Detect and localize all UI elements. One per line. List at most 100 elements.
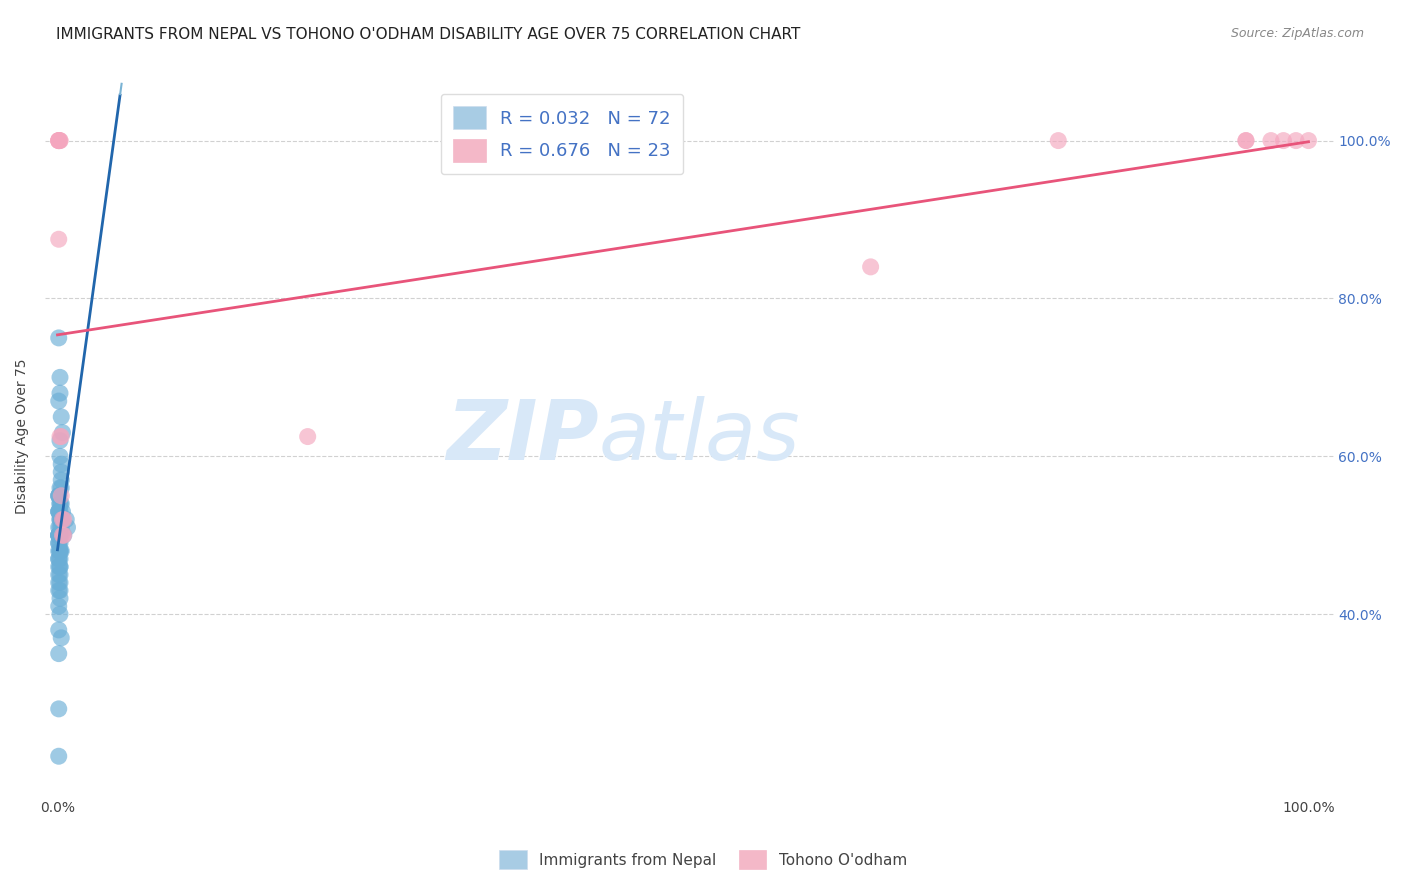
Text: IMMIGRANTS FROM NEPAL VS TOHONO O'ODHAM DISABILITY AGE OVER 75 CORRELATION CHART: IMMIGRANTS FROM NEPAL VS TOHONO O'ODHAM … [56, 27, 800, 42]
Point [48, 134, 70, 148]
Point [49, 386, 72, 401]
Point [51, 504, 73, 518]
Point [49, 544, 72, 558]
Point [49, 434, 72, 448]
Point [1234, 134, 1257, 148]
Point [48, 134, 70, 148]
Point [55, 512, 77, 526]
Point [49, 512, 72, 526]
Point [48, 702, 70, 716]
Point [1272, 134, 1295, 148]
Point [859, 260, 882, 274]
Point [48, 134, 70, 148]
Point [48, 623, 70, 637]
Point [49, 450, 72, 464]
Point [1298, 134, 1320, 148]
Point [52, 528, 75, 542]
Point [52, 528, 75, 542]
Point [49, 544, 72, 558]
Point [48, 567, 70, 582]
Point [49, 134, 72, 148]
Text: ZIP: ZIP [447, 396, 599, 477]
Point [48, 394, 70, 409]
Point [49, 591, 72, 606]
Point [51, 457, 73, 471]
Point [49, 520, 72, 534]
Text: Source: ZipAtlas.com: Source: ZipAtlas.com [1230, 27, 1364, 40]
Point [49, 504, 72, 518]
Point [48, 489, 70, 503]
Point [48, 599, 70, 614]
Point [48, 504, 70, 518]
Point [49, 583, 72, 598]
Point [49, 536, 72, 550]
Point [51, 512, 73, 526]
Point [49, 528, 72, 542]
Point [49, 512, 72, 526]
Point [49, 567, 72, 582]
Point [49, 134, 72, 148]
Point [1234, 134, 1257, 148]
Point [51, 528, 73, 542]
Y-axis label: Disability Age Over 75: Disability Age Over 75 [15, 359, 30, 515]
Point [49, 497, 72, 511]
Point [49, 559, 72, 574]
Point [49, 552, 72, 566]
Point [51, 512, 73, 526]
Point [51, 473, 73, 487]
Point [51, 481, 73, 495]
Point [48, 583, 70, 598]
Point [51, 425, 73, 440]
Point [48, 134, 70, 148]
Point [51, 512, 73, 526]
Point [49, 575, 72, 590]
Point [48, 504, 70, 518]
Point [48, 489, 70, 503]
Point [49, 429, 72, 443]
Point [49, 370, 72, 384]
Point [48, 575, 70, 590]
Point [48, 552, 70, 566]
Point [48, 232, 70, 246]
Point [48, 559, 70, 574]
Point [49, 481, 72, 495]
Point [48, 536, 70, 550]
Point [51, 512, 73, 526]
Point [48, 544, 70, 558]
Point [49, 497, 72, 511]
Point [51, 429, 73, 443]
Point [1047, 134, 1070, 148]
Legend: Immigrants from Nepal, Tohono O'odham: Immigrants from Nepal, Tohono O'odham [494, 844, 912, 875]
Point [1260, 134, 1282, 148]
Text: atlas: atlas [599, 396, 800, 477]
Point [48, 520, 70, 534]
Point [48, 528, 70, 542]
Point [51, 465, 73, 479]
Point [48, 504, 70, 518]
Point [49, 544, 72, 558]
Point [48, 331, 70, 345]
Point [48, 647, 70, 661]
Point [48, 552, 70, 566]
Point [49, 528, 72, 542]
Point [51, 520, 73, 534]
Point [48, 528, 70, 542]
Point [49, 607, 72, 622]
Point [56, 520, 79, 534]
Point [48, 528, 70, 542]
Point [51, 512, 73, 526]
Legend: R = 0.032   N = 72, R = 0.676   N = 23: R = 0.032 N = 72, R = 0.676 N = 23 [440, 94, 683, 174]
Point [48, 489, 70, 503]
Point [52, 512, 75, 526]
Point [51, 528, 73, 542]
Point [297, 429, 319, 443]
Point [48, 536, 70, 550]
Point [51, 544, 73, 558]
Point [48, 528, 70, 542]
Point [1285, 134, 1308, 148]
Point [51, 489, 73, 503]
Point [49, 559, 72, 574]
Point [48, 528, 70, 542]
Point [51, 497, 73, 511]
Point [51, 409, 73, 424]
